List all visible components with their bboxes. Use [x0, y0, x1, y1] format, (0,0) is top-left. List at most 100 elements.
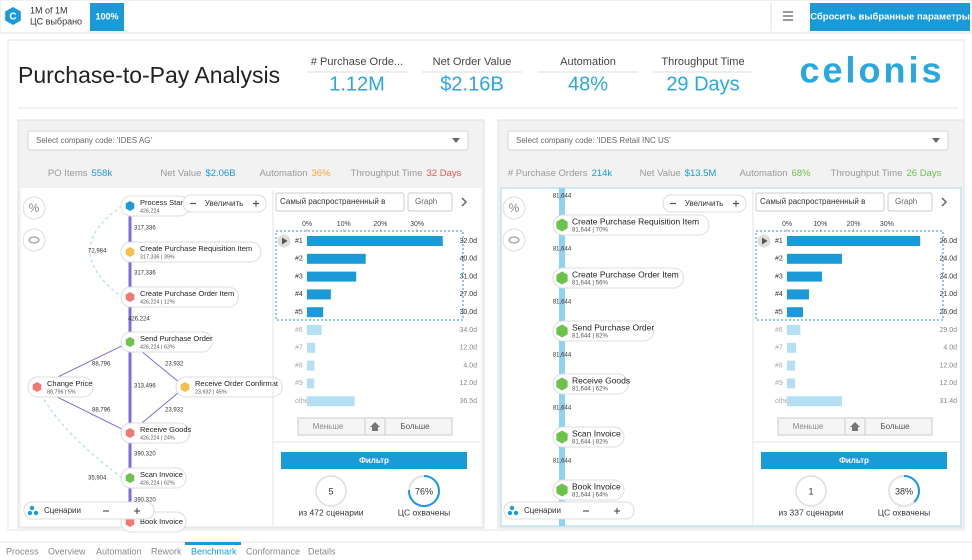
- stat-value: 32 Days: [426, 168, 461, 179]
- node-box[interactable]: [552, 267, 684, 289]
- kpi-value: 29 Days: [666, 73, 739, 95]
- view-select[interactable]: [887, 192, 933, 212]
- coverage-text: ЦС охвачены: [398, 507, 451, 517]
- variant-duration: 12.0d: [459, 345, 477, 352]
- variant-duration: 36.5d: [459, 398, 477, 405]
- variant-bar: [787, 342, 796, 353]
- percent-toggle[interactable]: [502, 196, 526, 220]
- tab[interactable]: Benchmark: [191, 546, 237, 556]
- node-box[interactable]: [120, 331, 213, 353]
- node-icon: [125, 201, 135, 211]
- scenarios-icon: [513, 510, 519, 516]
- percent-box[interactable]: [90, 3, 124, 31]
- tab[interactable]: Conformance: [246, 546, 300, 556]
- node-box[interactable]: [120, 422, 191, 444]
- node-icon: [125, 247, 135, 257]
- node-sub: 81,644 | 62%: [572, 386, 608, 393]
- stat: Throughput Time 26 Days: [831, 168, 942, 179]
- reset-button-label: Сбросить выбранные параметры: [810, 12, 970, 23]
- node-box[interactable]: [175, 376, 283, 398]
- stat-label: Automation: [259, 168, 307, 179]
- variant-label: #4: [775, 291, 783, 298]
- coverage-label: 76%: [415, 486, 433, 496]
- node-box[interactable]: [552, 426, 625, 448]
- node-icon: [32, 382, 42, 392]
- node-label: Receive Goods: [140, 425, 192, 434]
- stat-value: 68%: [792, 168, 812, 179]
- node-box[interactable]: [552, 479, 625, 501]
- stat-label: Automation: [739, 168, 787, 179]
- node-sub: 426,224: [140, 208, 160, 214]
- x-tick-label: 10%: [337, 221, 351, 228]
- stat-value: 214k: [592, 168, 613, 179]
- sort-select[interactable]: [755, 192, 885, 212]
- node-sub: 81,644 | 70%: [572, 227, 608, 234]
- edge-label: 81,644: [553, 459, 572, 465]
- sort-select[interactable]: [275, 192, 405, 212]
- node-box[interactable]: [27, 376, 94, 398]
- node-icon: [125, 428, 135, 438]
- node-box[interactable]: [120, 241, 262, 263]
- tab[interactable]: Process: [6, 546, 39, 556]
- x-tick-label: 30%: [410, 221, 424, 228]
- sort-select-label: Самый распространенный в: [280, 197, 385, 206]
- stat-label: Net Value: [160, 168, 201, 179]
- kpi-label: Automation: [560, 56, 616, 68]
- variant-bar: [307, 360, 315, 371]
- next-arrow[interactable]: [461, 197, 468, 207]
- x-tick-label: 0%: [302, 221, 312, 228]
- company-select[interactable]: [27, 130, 469, 151]
- node-box[interactable]: [552, 373, 629, 395]
- x-tick-label: 30%: [880, 221, 894, 228]
- node-label: Create Purchase Requisition Item: [572, 216, 699, 226]
- node-sub: 23,932 | 45%: [195, 389, 227, 395]
- node-label: Book Invoice: [572, 481, 621, 491]
- more-button[interactable]: [864, 417, 933, 436]
- reset-button[interactable]: [810, 3, 970, 31]
- filter-button[interactable]: [281, 452, 467, 469]
- view-select[interactable]: [407, 192, 453, 212]
- more-button[interactable]: [384, 417, 453, 436]
- edge-label: 81,644: [553, 194, 572, 200]
- variant-count: 1: [808, 486, 813, 496]
- company-select[interactable]: [507, 130, 949, 151]
- node-box[interactable]: [120, 467, 187, 489]
- percent-toggle[interactable]: [22, 196, 46, 220]
- tab[interactable]: Overview: [48, 546, 86, 556]
- scenarios-control[interactable]: [503, 501, 635, 520]
- node-sub: 426,224 | 24%: [140, 435, 175, 441]
- zoom-control[interactable]: [662, 194, 747, 213]
- node-box[interactable]: [120, 286, 239, 308]
- variant-bar: [307, 289, 331, 300]
- visibility-toggle[interactable]: [22, 228, 46, 252]
- node-sub: 81,644 | 56%: [572, 280, 608, 287]
- variant-duration: 21.0d: [939, 291, 957, 298]
- variant-bar: [307, 342, 316, 353]
- stat: Net Value $13.5M: [640, 168, 717, 179]
- kpi-value: 1.12M: [329, 73, 385, 95]
- scenarios-control[interactable]: [23, 501, 155, 520]
- zoom-control[interactable]: [182, 194, 267, 213]
- eye-icon: [28, 236, 40, 244]
- tab[interactable]: Details: [308, 546, 336, 556]
- variant-label: #8: [295, 362, 303, 369]
- tab[interactable]: Rework: [151, 546, 182, 556]
- tab[interactable]: Automation: [96, 546, 142, 556]
- play-icon: [282, 237, 288, 245]
- node-label: Process Start: [140, 198, 186, 207]
- coverage-arc: [408, 475, 440, 507]
- variant-duration: 29.0d: [939, 327, 957, 334]
- next-arrow[interactable]: [941, 197, 948, 207]
- node-box[interactable]: [552, 214, 710, 236]
- more-button-label: Больше: [400, 422, 430, 431]
- visibility-toggle[interactable]: [502, 228, 526, 252]
- scenarios-icon: [29, 505, 35, 511]
- select-arrow: [932, 138, 940, 143]
- node-box[interactable]: [552, 320, 655, 342]
- stat-value: 26 Days: [906, 168, 941, 179]
- variant-label: #1: [775, 238, 783, 245]
- node-sub: 317,336 | 39%: [140, 254, 175, 260]
- kpi-label: Net Order Value: [433, 56, 512, 68]
- filter-button[interactable]: [761, 452, 947, 469]
